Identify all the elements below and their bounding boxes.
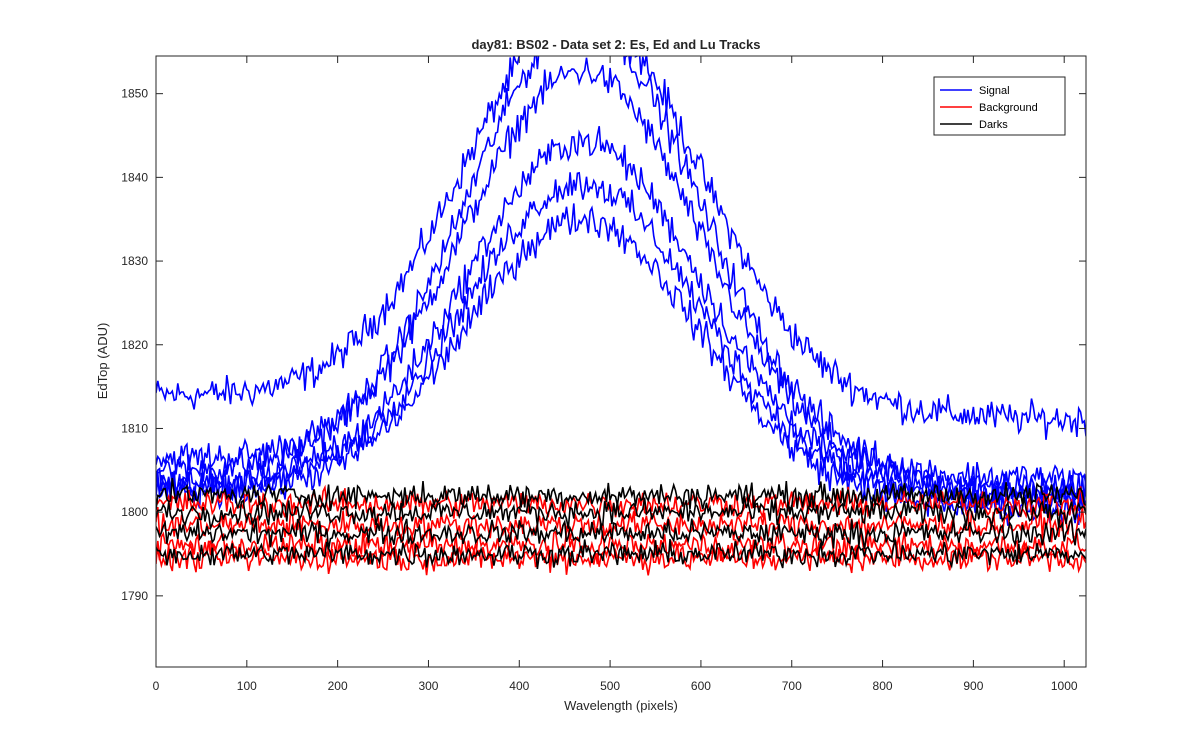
- y-tick-label: 1820: [121, 338, 148, 352]
- plot-frame: [155, 55, 1087, 668]
- series-line-11: [156, 477, 1086, 512]
- x-tick-label: 0: [153, 679, 160, 693]
- x-tick-label: 500: [600, 679, 620, 693]
- series-line-14: [156, 539, 1086, 570]
- series-line-6: [156, 203, 1086, 526]
- chart-title: day81: BS02 - Data set 2: Es, Ed and Lu …: [471, 37, 760, 52]
- legend-box: [933, 76, 1066, 136]
- x-tick-label: 200: [328, 679, 348, 693]
- series-line-7: [156, 484, 1086, 520]
- y-tick-label: 1830: [121, 254, 148, 268]
- y-axis-label: EdTop (ADU): [95, 323, 110, 400]
- series-line-13: [156, 515, 1086, 550]
- x-tick-label: 900: [963, 679, 983, 693]
- series-layer: [156, 56, 1086, 576]
- x-tick-label: 100: [237, 679, 257, 693]
- series-line-2: [156, 57, 1086, 507]
- legend: Signal Background Darks: [933, 76, 1066, 136]
- series-line-12: [156, 495, 1086, 532]
- x-tick-label: 600: [691, 679, 711, 693]
- legend-label: Background: [979, 102, 1038, 114]
- series-line-4: [156, 126, 1086, 510]
- y-axis: 1790 1800 1810 1820 1830 1840 1850: [121, 87, 1086, 603]
- y-tick-label: 1850: [121, 87, 148, 101]
- series-line-3: [156, 56, 1086, 499]
- x-axis: 0 100 200 300 400 500 600 700 800 900 1000: [153, 56, 1078, 693]
- x-tick-label: 800: [873, 679, 893, 693]
- legend-label: Darks: [979, 119, 1008, 131]
- y-tick-label: 1800: [121, 505, 148, 519]
- x-tick-label: 400: [509, 679, 529, 693]
- y-tick-label: 1810: [121, 421, 148, 435]
- x-axis-label: Wavelength (pixels): [564, 698, 678, 713]
- y-tick-label: 1840: [121, 170, 148, 184]
- x-tick-label: 700: [782, 679, 802, 693]
- series-line-1: [156, 56, 1086, 440]
- x-tick-label: 300: [418, 679, 438, 693]
- x-tick-label: 1000: [1051, 679, 1078, 693]
- legend-label: Signal: [979, 85, 1010, 97]
- y-tick-label: 1790: [121, 589, 148, 603]
- series-line-5: [156, 171, 1086, 514]
- series-line-10: [156, 538, 1086, 576]
